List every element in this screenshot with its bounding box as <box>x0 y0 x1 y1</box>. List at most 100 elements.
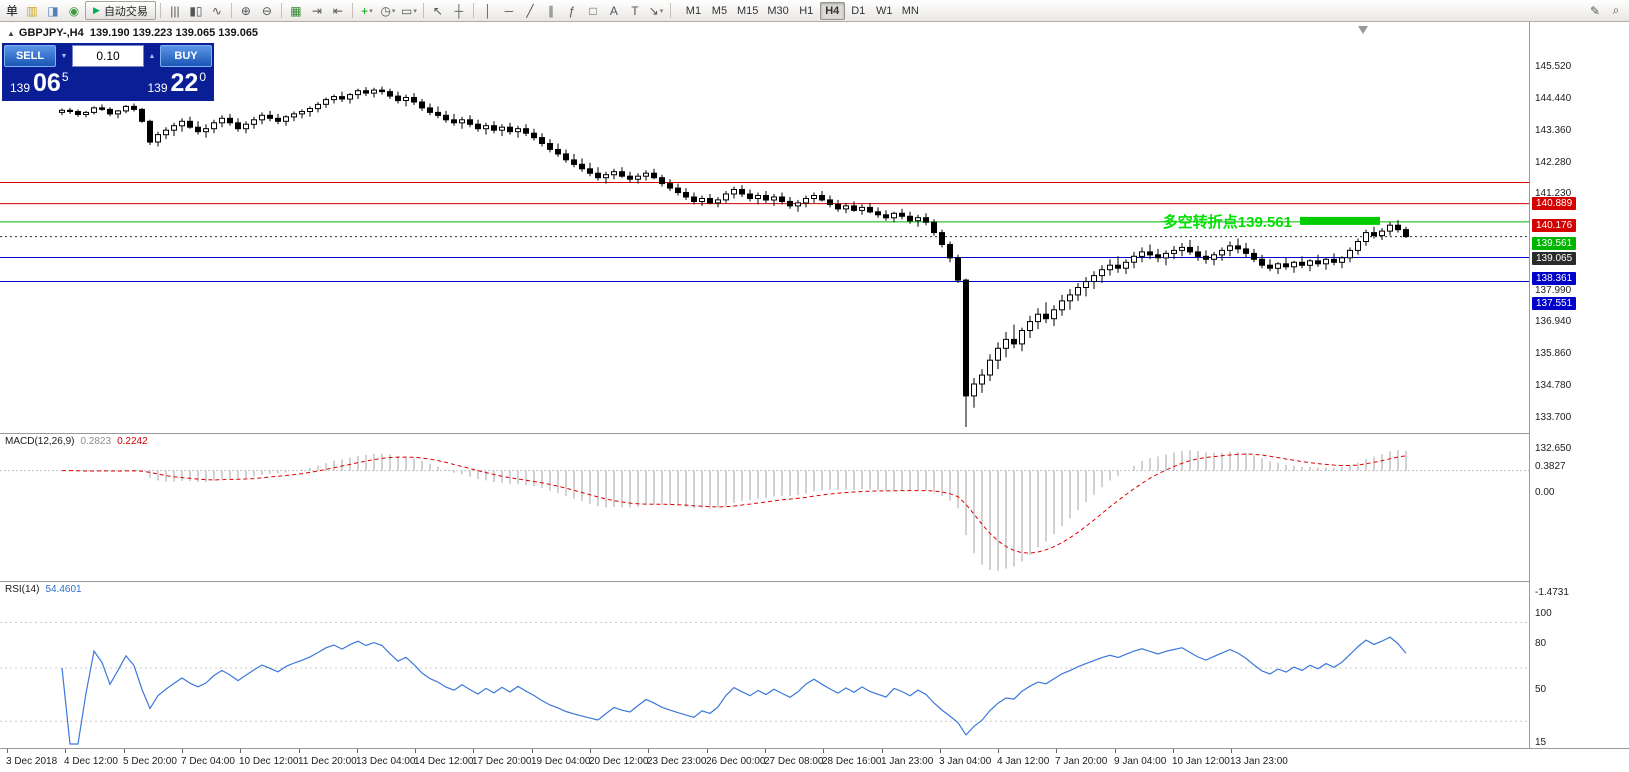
community-icon[interactable]: ◉ <box>68 3 80 18</box>
time-label: 11 Dec 20:00 <box>298 756 357 767</box>
time-label: 17 Dec 20:00 <box>472 756 532 767</box>
timeframe-m15[interactable]: M15 <box>733 2 762 20</box>
time-tick <box>648 749 649 753</box>
time-tick <box>124 749 125 753</box>
price-badge-137.551: 137.551 <box>1532 297 1577 310</box>
buy-button[interactable]: BUY <box>160 45 212 67</box>
price-badge-140.889: 140.889 <box>1532 197 1577 210</box>
sell-price-figure: 139 <box>10 80 31 95</box>
toolbar-separator <box>159 3 161 18</box>
volume-input[interactable]: 0.10 <box>72 45 144 67</box>
timeframe-m5[interactable]: M5 <box>707 2 732 20</box>
one-click-trading-panel: SELL ▼ 0.10 ▲ BUY 139 06 5 139 22 0 <box>2 43 214 101</box>
time-tick <box>415 749 416 753</box>
toolbar-separator <box>669 3 671 18</box>
sell-price-point: 5 <box>61 69 69 84</box>
toolbar-separator <box>351 3 353 18</box>
channel-icon[interactable]: ∥ <box>547 3 554 18</box>
candlestick-chart-icon[interactable]: ▮▯ <box>189 3 203 18</box>
line-chart-icon[interactable]: ∿ <box>211 3 222 18</box>
time-label: 14 Dec 12:00 <box>414 756 474 767</box>
time-label: 3 Dec 2018 <box>6 756 58 767</box>
time-tick <box>299 749 300 753</box>
label-icon[interactable]: T <box>631 3 639 18</box>
timeframe-mn[interactable]: MN <box>898 2 923 20</box>
rsi-scale-label: 100 <box>1535 608 1552 619</box>
chevron-down-icon: ▾ <box>413 7 417 15</box>
price-scale-label: 132.650 <box>1535 443 1572 454</box>
timeframe-m30[interactable]: M30 <box>763 2 792 20</box>
toolbar-separator <box>280 3 282 18</box>
timeframe-h4[interactable]: H4 <box>819 1 845 20</box>
trendline-icon[interactable]: ╱ <box>526 3 534 18</box>
toolbar-separator <box>230 3 232 18</box>
time-label: 19 Dec 04:00 <box>531 756 591 767</box>
time-tick <box>65 749 66 753</box>
cursor-icon[interactable]: ↖ <box>432 3 443 18</box>
macd-main-value: 0.2823 <box>80 436 112 447</box>
vertical-line-icon[interactable]: │ <box>484 3 492 18</box>
search-icon[interactable]: ⌕ <box>1612 3 1620 17</box>
price-scale-label: 143.360 <box>1535 125 1572 136</box>
auto-scroll-icon[interactable]: ⇥ <box>311 3 322 18</box>
timeframe-d1[interactable]: D1 <box>846 2 871 20</box>
panel-divider[interactable] <box>0 433 1629 434</box>
zoom-in-icon[interactable]: ⊕ <box>240 3 251 18</box>
price-badge-140.176: 140.176 <box>1532 219 1577 232</box>
play-icon: ▶ <box>93 5 100 15</box>
new-chart-icon[interactable]: ▥ <box>26 3 38 18</box>
rsi-scale-label: 15 <box>1535 737 1547 748</box>
candlesticks <box>59 86 1409 427</box>
timeframe-m1[interactable]: M1 <box>681 2 706 20</box>
draw-icon[interactable]: ✎ <box>1589 3 1601 18</box>
panel-divider[interactable] <box>0 581 1629 582</box>
auto-trading-label: 自动交易 <box>103 5 148 18</box>
sell-button[interactable]: SELL <box>4 45 56 67</box>
macd-scale-label: 0.3827 <box>1535 461 1566 472</box>
time-tick <box>707 749 708 753</box>
price-scale-label: 141.230 <box>1535 188 1572 199</box>
buy-price[interactable]: 139 22 0 <box>147 69 206 96</box>
sell-price[interactable]: 139 06 5 <box>10 68 69 97</box>
macd-label: MACD(12,26,9) 0.2823 0.2242 <box>5 436 148 447</box>
sell-price-pips: 06 <box>33 68 61 97</box>
trade-controls-row: SELL ▼ 0.10 ▲ BUY <box>4 45 212 67</box>
time-label: 4 Dec 12:00 <box>64 756 118 767</box>
time-tick <box>998 749 999 753</box>
periods-icon[interactable]: ◷ ▾ <box>380 3 396 18</box>
price-scale-label: 134.780 <box>1535 380 1572 391</box>
chart-shift-icon[interactable]: ⇤ <box>332 3 343 18</box>
profiles-icon[interactable]: ◨ <box>47 3 59 18</box>
volume-decrease-button[interactable]: ▼ <box>60 52 68 60</box>
fibonacci-icon[interactable]: ƒ <box>568 3 576 18</box>
timeframe-h1[interactable]: H1 <box>794 2 819 20</box>
templates-icon[interactable]: ▭ ▾ <box>401 3 417 18</box>
time-tick <box>1056 749 1057 753</box>
buy-price-point: 0 <box>199 69 206 84</box>
market-grid-icon[interactable]: ▦ <box>290 3 302 18</box>
zoom-out-icon[interactable]: ⊖ <box>261 3 272 18</box>
auto-trading-button[interactable]: ▶ 自动交易 <box>85 1 156 20</box>
time-tick <box>532 749 533 753</box>
indicators-icon[interactable]: + ▾ <box>361 3 373 18</box>
new-order-label[interactable]: 单 <box>6 4 19 18</box>
horizontal-line-icon[interactable]: ─ <box>504 3 514 18</box>
rsi-value: 54.4601 <box>45 584 82 595</box>
text-icon[interactable]: A <box>609 3 618 18</box>
price-scale-label: 144.440 <box>1535 93 1572 104</box>
buy-price-figure: 139 <box>147 80 168 95</box>
price-scale-label: 137.990 <box>1535 285 1572 296</box>
highlight-bar[interactable] <box>1300 216 1380 225</box>
chevron-down-icon: ▾ <box>659 7 664 15</box>
time-label: 10 Dec 12:00 <box>239 756 299 767</box>
bar-chart-icon[interactable]: ||| <box>170 3 180 18</box>
volume-increase-button[interactable]: ▲ <box>148 52 156 60</box>
time-tick <box>590 749 591 753</box>
arrows-icon[interactable]: ↘ ▾ <box>648 3 664 18</box>
macd-name: MACD(12,26,9) <box>5 436 75 447</box>
crosshair-icon[interactable]: ┼ <box>454 3 464 18</box>
timeframe-w1[interactable]: W1 <box>872 2 897 20</box>
shapes-icon[interactable]: □ <box>589 3 597 18</box>
chart-shift-marker[interactable] <box>1358 26 1368 34</box>
chevron-down-icon: ▾ <box>391 7 396 15</box>
